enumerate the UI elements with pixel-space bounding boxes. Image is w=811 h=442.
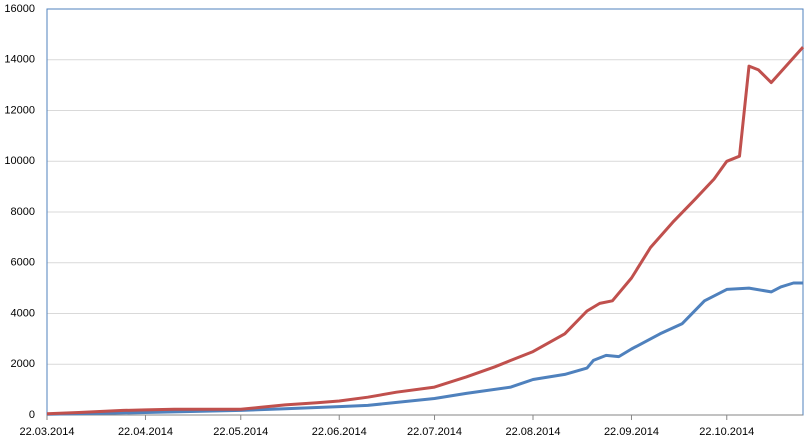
y-tick-label: 2000 bbox=[11, 358, 35, 370]
x-tick-label: 22.03.2014 bbox=[19, 426, 74, 438]
y-tick-label: 0 bbox=[29, 409, 35, 421]
y-tick-label: 12000 bbox=[4, 104, 35, 116]
y-tick-label: 8000 bbox=[11, 206, 35, 218]
x-tick-label: 22.08.2014 bbox=[505, 426, 560, 438]
x-tick-label: 22.05.2014 bbox=[213, 426, 268, 438]
x-tick-label: 22.06.2014 bbox=[312, 426, 367, 438]
y-tick-label: 4000 bbox=[11, 307, 35, 319]
x-tick-label: 22.10.2014 bbox=[699, 426, 754, 438]
x-tick-label: 22.04.2014 bbox=[118, 426, 173, 438]
x-tick-label: 22.07.2014 bbox=[407, 426, 462, 438]
y-tick-label: 10000 bbox=[4, 155, 35, 167]
y-tick-label: 16000 bbox=[4, 3, 35, 15]
series-line bbox=[46, 281, 803, 416]
y-tick-label: 6000 bbox=[11, 257, 35, 269]
x-tick-label: 22.09.2014 bbox=[604, 426, 659, 438]
y-tick-label: 14000 bbox=[4, 54, 35, 66]
series-line bbox=[46, 46, 805, 416]
